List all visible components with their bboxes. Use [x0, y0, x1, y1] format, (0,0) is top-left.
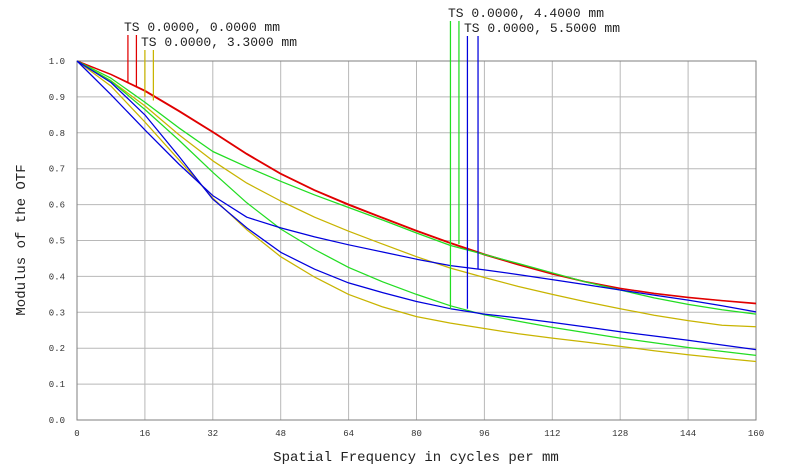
grid	[77, 61, 756, 420]
y-tick-label-0.1: 0.1	[49, 380, 65, 390]
series-line-2	[76, 60, 757, 328]
y-tick-label-0.4: 0.4	[49, 272, 65, 282]
plot-frame	[76, 60, 757, 421]
legend-label-2: TS 0.0000, 4.4000 mm	[448, 6, 604, 21]
y-tick-label-0.5: 0.5	[49, 237, 65, 247]
y-axis-label: Modulus of the OTF	[14, 164, 30, 315]
series-line-5	[76, 60, 757, 357]
x-tick-label-96: 96	[479, 429, 490, 439]
y-tick-label-0.7: 0.7	[49, 165, 65, 175]
x-tick-label-160: 160	[748, 429, 764, 439]
legend-label-3: TS 0.0000, 5.5000 mm	[464, 21, 620, 36]
y-tick-label-0.3: 0.3	[49, 308, 65, 318]
series-line-3	[76, 60, 757, 363]
y-tick-label-0.9: 0.9	[49, 93, 65, 103]
legend-label-0: TS 0.0000, 0.0000 mm	[124, 20, 280, 35]
ticks: 0 16 32 48 64 80 96 112 128 144 160 0.0 0.1 0.2 0.3 0.4…	[49, 57, 764, 439]
x-tick-label-64: 64	[343, 429, 354, 439]
x-tick-label-32: 32	[207, 429, 218, 439]
y-tick-label-0.6: 0.6	[49, 201, 65, 211]
legend-label-1: TS 0.0000, 3.3000 mm	[141, 35, 297, 50]
series-line-7	[76, 60, 757, 351]
series-line-6	[76, 60, 757, 313]
y-tick-label-0.0: 0.0	[49, 416, 65, 426]
y-tick-label-0.8: 0.8	[49, 129, 65, 139]
y-tick-label-1.0: 1.0	[49, 57, 65, 67]
x-tick-label-128: 128	[612, 429, 628, 439]
x-tick-label-144: 144	[680, 429, 696, 439]
y-tick-label-0.2: 0.2	[49, 344, 65, 354]
x-tick-label-16: 16	[139, 429, 150, 439]
x-tick-label-112: 112	[544, 429, 560, 439]
series-line-1	[76, 60, 757, 305]
x-tick-label-80: 80	[411, 429, 422, 439]
series-layer	[76, 60, 757, 363]
series-line-4	[76, 60, 757, 315]
x-tick-label-0: 0	[74, 429, 79, 439]
x-tick-label-48: 48	[275, 429, 286, 439]
x-axis-label: Spatial Frequency in cycles per mm	[273, 450, 559, 466]
legend: TS 0.0000, 0.0000 mm TS 0.0000, 3.3000 m…	[124, 6, 620, 309]
